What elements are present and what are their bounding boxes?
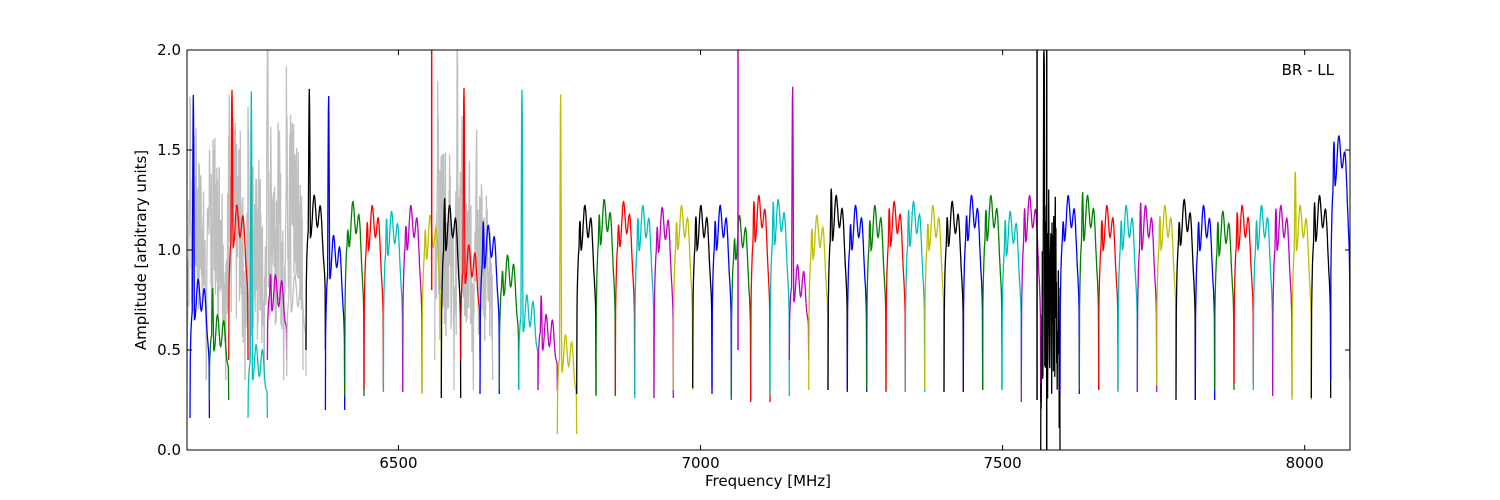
- series-line: [1156, 204, 1177, 387]
- series-line: [1175, 198, 1196, 401]
- series-line: [266, 273, 288, 361]
- series-line: [1136, 202, 1158, 393]
- series-line: [228, 89, 249, 361]
- series-line: [1194, 204, 1216, 401]
- y-tick-label: 1.0: [157, 241, 181, 259]
- series-line: [692, 204, 713, 389]
- x-tick-label: 8000: [1286, 454, 1324, 472]
- axis-layer: 6500 7000 7500 8000 0.0 0.5 1.0 1.5 2.0: [157, 41, 1350, 472]
- series-line: [943, 200, 964, 393]
- series-line: [434, 80, 455, 361]
- series-line: [1040, 50, 1061, 450]
- series-line: [498, 254, 520, 391]
- series-line: [479, 221, 500, 395]
- series-line: [225, 95, 246, 381]
- series-line: [556, 94, 578, 435]
- series-line: [244, 106, 265, 381]
- series-line: [1291, 171, 1312, 401]
- series-line: [904, 200, 926, 393]
- series-line: [247, 91, 269, 419]
- series-line: [460, 87, 481, 361]
- x-tick-label: 7000: [681, 454, 719, 472]
- series-line: [537, 295, 558, 391]
- series-line: [808, 214, 829, 391]
- series-line: [595, 198, 616, 397]
- series-line: [1001, 210, 1022, 391]
- series-line: [1252, 204, 1274, 391]
- series-line: [1059, 194, 1080, 395]
- y-axis-label: Amplitude [arbitrary units]: [132, 150, 150, 350]
- series-line: [634, 204, 655, 399]
- series-line: [769, 198, 790, 397]
- series-line: [866, 204, 887, 391]
- series-line: [305, 88, 327, 351]
- series-line: [1330, 134, 1350, 381]
- series-line: [924, 204, 945, 391]
- series-line: [788, 86, 810, 361]
- series-line: [672, 204, 694, 391]
- series-line: [1272, 204, 1293, 397]
- series-layer: [187, 50, 1350, 450]
- series-line: [1078, 192, 1100, 391]
- series-line: [653, 206, 674, 399]
- series-line: [576, 204, 597, 395]
- x-tick-label: 6500: [379, 454, 417, 472]
- y-tick-label: 1.5: [157, 141, 181, 159]
- series-line: [324, 95, 346, 411]
- series-line: [440, 198, 462, 399]
- y-tick-label: 0.5: [157, 341, 181, 359]
- series-line: [205, 137, 227, 381]
- series-line: [283, 66, 304, 371]
- series-line: [189, 94, 211, 419]
- series-line: [846, 204, 868, 393]
- series-line: [1214, 210, 1235, 391]
- series-line: [344, 200, 365, 397]
- series-line: [363, 204, 385, 391]
- series-line: [711, 204, 732, 395]
- series-line: [614, 200, 636, 395]
- series-line: [187, 96, 207, 381]
- series-line: [885, 200, 906, 393]
- series-line: [286, 133, 307, 377]
- x-tick-label: 7500: [984, 454, 1022, 472]
- series-line: [1233, 204, 1254, 385]
- y-tick-label: 2.0: [157, 41, 181, 59]
- series-line: [827, 188, 848, 391]
- series-line: [208, 287, 230, 401]
- series-line: [472, 129, 494, 381]
- series-line: [730, 214, 752, 401]
- series-line: [982, 194, 1003, 391]
- x-axis-label: Frequency [MHz]: [705, 472, 831, 490]
- series-line: [518, 89, 539, 391]
- series-line: [382, 210, 404, 393]
- y-tick-label: 0.0: [157, 441, 181, 459]
- series-line: [1310, 194, 1332, 399]
- series-line: [962, 194, 984, 391]
- chart-annotation: BR - LL: [1282, 61, 1335, 79]
- series-line: [1098, 204, 1119, 391]
- series-line: [1117, 204, 1138, 393]
- series-line: [750, 194, 771, 403]
- series-line: [402, 204, 423, 393]
- series-line: [263, 50, 285, 381]
